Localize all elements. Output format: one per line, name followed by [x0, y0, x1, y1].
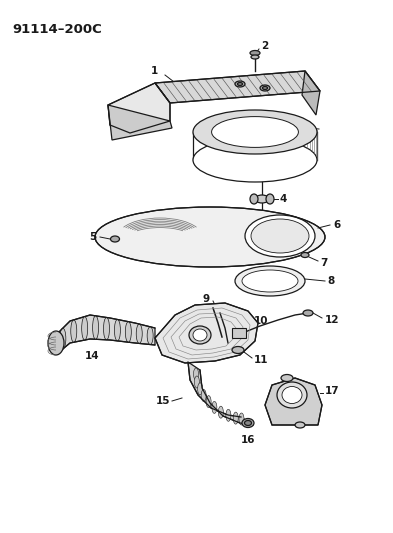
Ellipse shape	[235, 266, 305, 296]
Ellipse shape	[235, 81, 245, 87]
Polygon shape	[155, 71, 320, 103]
Ellipse shape	[233, 412, 238, 424]
Ellipse shape	[232, 346, 244, 353]
Ellipse shape	[193, 368, 198, 380]
Text: 13: 13	[129, 330, 143, 340]
Ellipse shape	[136, 324, 142, 343]
Ellipse shape	[242, 270, 298, 292]
Text: 3: 3	[287, 121, 294, 131]
Ellipse shape	[195, 376, 199, 388]
Bar	[232, 328, 246, 338]
Ellipse shape	[82, 317, 88, 340]
Ellipse shape	[263, 86, 268, 90]
Ellipse shape	[114, 319, 120, 341]
Ellipse shape	[212, 401, 217, 414]
Ellipse shape	[125, 321, 131, 342]
Ellipse shape	[201, 390, 206, 401]
Polygon shape	[58, 315, 155, 353]
Ellipse shape	[206, 395, 211, 408]
Text: 6: 6	[333, 220, 340, 230]
Ellipse shape	[198, 383, 203, 395]
Ellipse shape	[244, 421, 252, 425]
Ellipse shape	[189, 326, 211, 344]
Ellipse shape	[226, 409, 231, 421]
Polygon shape	[108, 105, 172, 140]
Ellipse shape	[110, 236, 119, 242]
Ellipse shape	[237, 83, 242, 85]
Ellipse shape	[245, 215, 315, 257]
Text: 12: 12	[325, 315, 340, 325]
Text: 16: 16	[241, 435, 255, 445]
Text: 91114–200C: 91114–200C	[12, 23, 102, 36]
Ellipse shape	[281, 375, 293, 382]
Text: 11: 11	[254, 355, 268, 365]
Ellipse shape	[242, 418, 254, 427]
Text: 10: 10	[254, 316, 268, 326]
Ellipse shape	[250, 194, 258, 204]
Ellipse shape	[282, 386, 302, 403]
Ellipse shape	[95, 207, 325, 267]
Ellipse shape	[303, 310, 313, 316]
Ellipse shape	[255, 195, 269, 203]
Polygon shape	[108, 83, 170, 133]
Ellipse shape	[295, 422, 305, 428]
Text: 17: 17	[325, 386, 340, 396]
Text: 5: 5	[89, 232, 96, 242]
Ellipse shape	[260, 85, 270, 91]
Ellipse shape	[251, 55, 259, 59]
Ellipse shape	[219, 406, 223, 418]
Ellipse shape	[193, 138, 317, 182]
Ellipse shape	[250, 51, 260, 55]
Ellipse shape	[193, 329, 207, 341]
Ellipse shape	[93, 316, 99, 340]
Polygon shape	[188, 362, 253, 425]
Text: 4: 4	[280, 194, 287, 204]
Text: 14: 14	[85, 351, 99, 361]
Ellipse shape	[103, 318, 110, 340]
Text: 7: 7	[320, 258, 327, 268]
Text: 1: 1	[151, 66, 158, 76]
Ellipse shape	[48, 331, 64, 355]
Ellipse shape	[193, 110, 317, 154]
Text: 9: 9	[203, 294, 210, 304]
Text: 8: 8	[327, 276, 334, 286]
Polygon shape	[302, 71, 320, 115]
Ellipse shape	[301, 253, 309, 257]
Ellipse shape	[211, 117, 298, 148]
Polygon shape	[155, 303, 258, 363]
Ellipse shape	[71, 320, 77, 342]
Polygon shape	[265, 378, 322, 425]
Text: 15: 15	[156, 396, 170, 406]
Ellipse shape	[147, 327, 153, 344]
Text: 2: 2	[261, 41, 268, 51]
Ellipse shape	[266, 194, 274, 204]
Ellipse shape	[239, 413, 244, 425]
Ellipse shape	[60, 328, 66, 349]
Ellipse shape	[251, 219, 309, 253]
Ellipse shape	[277, 382, 307, 408]
